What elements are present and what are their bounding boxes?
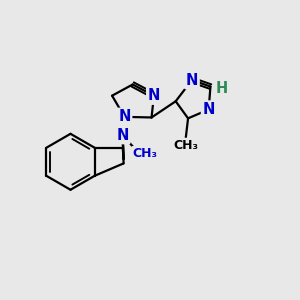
Text: N: N <box>202 102 215 117</box>
Text: CH₃: CH₃ <box>133 148 158 160</box>
Text: CH₃: CH₃ <box>173 139 198 152</box>
Text: N: N <box>116 128 129 142</box>
Text: N: N <box>148 88 160 103</box>
Text: H: H <box>215 80 228 95</box>
Text: N: N <box>186 73 198 88</box>
Text: N: N <box>118 110 131 124</box>
